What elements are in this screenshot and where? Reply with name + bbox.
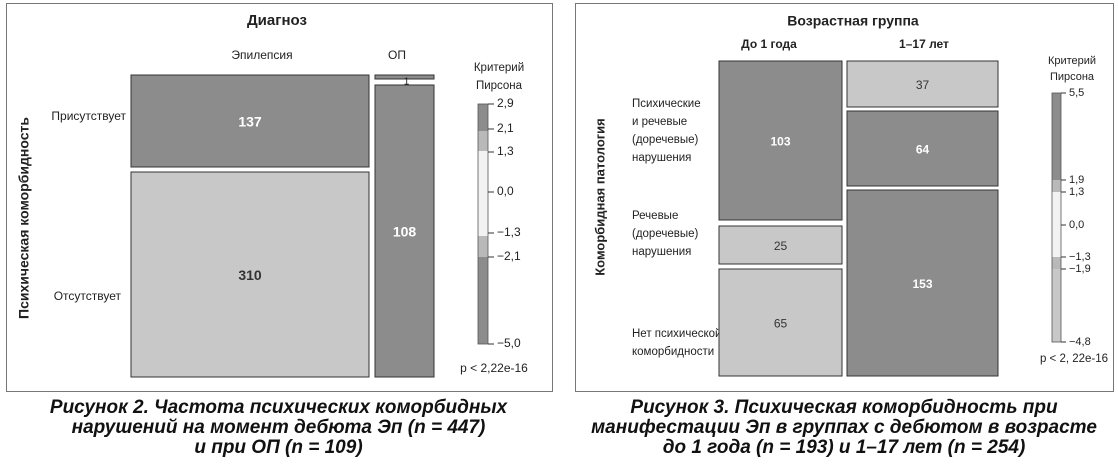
caption-line: до 1 года (n = 193) и 1–17 лет (n = 254): [662, 437, 1026, 458]
legend-color-band: [1052, 257, 1061, 269]
chart-title: Возрастная группа: [787, 13, 919, 29]
mosaic-cell: [374, 84, 435, 378]
mosaic-chart-diagnosis: Диагноз Эпилепсия ОП Психическая коморбидно…: [16, 12, 528, 378]
mosaic-cell: [130, 74, 370, 168]
caption-line: Рисунок 2. Частота психических коморбидн…: [49, 397, 508, 418]
legend-tick-label: −4,8: [1069, 336, 1091, 348]
legend-color-band: [478, 257, 488, 344]
figure-3-caption: Рисунок 3. Психическая коморбидность при…: [570, 398, 1118, 458]
figure-2-caption: Рисунок 2. Частота психических коморбидн…: [6, 398, 551, 458]
cell-value-label: 1: [404, 77, 410, 88]
column-label: 1–17 лет: [899, 37, 949, 51]
column-label: ОП: [388, 48, 406, 62]
legend-tick-label: 5,5: [1069, 87, 1084, 99]
legend-tick-label: 0,0: [1069, 219, 1084, 231]
row-label: (доречевые): [632, 228, 699, 240]
mosaic-cell: [718, 268, 843, 377]
cell-value-label: 37: [916, 78, 930, 92]
row-label: Нет психической: [632, 328, 721, 340]
legend-color-band: [478, 151, 488, 236]
legend-color-band: [1052, 180, 1061, 192]
column-label: До 1 года: [741, 37, 797, 51]
caption-line: манифестации Эп в группах с дебютом в во…: [591, 417, 1097, 438]
figure-2-panel: Диагноз Эпилепсия ОП Психическая коморбидно…: [6, 3, 553, 392]
mosaic-cell: [374, 74, 435, 80]
legend-color-band: [1052, 93, 1061, 180]
mosaic-cell: [130, 171, 370, 378]
legend-tick-label: −1,3: [497, 225, 521, 239]
legend-tick-label: 2,9: [497, 96, 514, 110]
mosaic-cell: [846, 60, 999, 108]
legend-title: Критерий: [1048, 55, 1096, 67]
cell-value-label: 65: [774, 317, 788, 331]
row-label: (доречевые): [632, 134, 699, 146]
legend-tick-label: −5,0: [497, 336, 521, 350]
legend-color-band: [478, 236, 488, 257]
legend-tick-label: −2,1: [497, 249, 521, 263]
legend-color-band: [478, 131, 488, 151]
cell-value-label: 108: [393, 224, 417, 240]
legend-title: Пирсона: [476, 80, 523, 92]
cell-value-label: 310: [238, 267, 262, 283]
chart-title: Диагноз: [247, 12, 307, 29]
y-axis-label: Психическая коморбидность: [16, 117, 32, 319]
mosaic-cell: [846, 110, 999, 187]
legend-tick-label: 1,3: [497, 144, 514, 158]
caption-line: и при ОП (n = 109): [194, 437, 363, 458]
cell-value-label: 64: [916, 143, 930, 157]
p-value-label: p < 2,22e-16: [460, 361, 528, 375]
row-label: Психические: [632, 98, 701, 110]
legend-color-band: [1052, 192, 1061, 257]
row-label: нарушения: [632, 246, 691, 258]
legend-color-bar: [1051, 92, 1062, 343]
row-label: коморбидности: [632, 346, 714, 358]
row-label: Речевые: [632, 210, 678, 222]
column-label: Эпилепсия: [231, 48, 292, 62]
p-value-label: p < 2, 22e-16: [1040, 353, 1108, 365]
row-label: Присутствует: [51, 109, 126, 123]
row-label: и речевые: [632, 116, 687, 128]
legend-color-bar: [477, 103, 489, 345]
legend-title: Критерий: [474, 62, 524, 74]
legend-title: Пирсона: [1050, 71, 1095, 83]
legend-color-band: [478, 104, 488, 131]
mosaic-cell: [718, 225, 843, 265]
mosaic-chart-age-group: Возрастная группа До 1 года 1–17 лет Коморб…: [592, 13, 1108, 377]
caption-line: нарушений на момент дебюта Эп (n = 447): [71, 417, 486, 438]
cell-value-label: 137: [238, 114, 262, 130]
caption-line: Рисунок 3. Психическая коморбидность при: [630, 397, 1058, 418]
cell-value-label: 153: [912, 277, 932, 291]
legend-tick-label: 0,0: [497, 184, 514, 198]
mosaic-cell: [718, 60, 843, 221]
mosaic-cell: [846, 189, 999, 377]
cell-value-label: 103: [770, 135, 790, 149]
row-label: Отсутствует: [54, 289, 122, 303]
row-label: нарушения: [632, 152, 691, 164]
legend-tick-label: −1,3: [1069, 251, 1091, 263]
legend-tick-label: 1,3: [1069, 186, 1084, 198]
figure-3-panel: Возрастная группа До 1 года 1–17 лет Коморб…: [575, 3, 1114, 392]
legend-color-band: [1052, 269, 1061, 342]
legend-tick-label: −1,9: [1069, 263, 1091, 275]
y-axis-label: Коморбидная патология: [592, 118, 607, 276]
legend-tick-label: 1,9: [1069, 174, 1084, 186]
legend-tick-label: 2,1: [497, 121, 514, 135]
cell-value-label: 25: [774, 239, 788, 253]
